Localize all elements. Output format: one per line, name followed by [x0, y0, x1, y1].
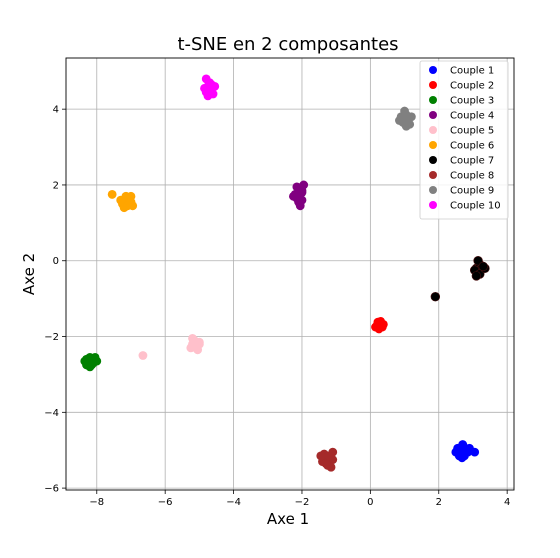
data-point	[395, 116, 404, 125]
legend: Couple 1 Couple 2 Couple 3 Couple 4 Couple 5…	[419, 60, 509, 220]
y-tick-label: 2	[53, 180, 59, 191]
data-point	[471, 271, 482, 281]
data-point	[400, 106, 409, 116]
data-point	[401, 121, 411, 131]
legend-entry-label: Couple 9	[450, 186, 494, 197]
legend-marker	[429, 111, 437, 119]
data-point	[316, 451, 326, 461]
data-point	[205, 89, 215, 99]
legend-marker	[429, 186, 437, 194]
legend-entry-label: Couple 10	[450, 201, 501, 212]
data-point	[138, 351, 148, 360]
y-tick-label: −2	[44, 332, 59, 343]
data-point	[321, 459, 331, 468]
plot-frame	[65, 57, 515, 491]
data-point	[116, 195, 126, 205]
y-tick-label: −4	[44, 408, 59, 419]
legend-box	[419, 60, 509, 220]
x-tick-label: 2	[436, 497, 442, 508]
data-point	[206, 80, 216, 89]
legend-marker	[429, 96, 437, 104]
legend-marker	[429, 156, 437, 164]
y-tick-label: 0	[53, 256, 59, 267]
data-point	[295, 201, 305, 211]
legend-entry-label: Couple 5	[450, 126, 494, 137]
data-point	[461, 443, 470, 453]
legend-marker	[429, 171, 437, 179]
y-tick-label: −6	[44, 484, 59, 495]
y-axis-label: Axe 2	[20, 253, 38, 295]
legend-entry-label: Couple 4	[450, 111, 494, 122]
data-point	[88, 358, 98, 368]
data-point	[107, 190, 117, 199]
chart-title: t-SNE en 2 composantes	[177, 34, 398, 55]
legend-entry-label: Couple 1	[450, 66, 494, 77]
data-point	[292, 182, 302, 192]
data-point	[470, 447, 480, 457]
data-point	[201, 74, 211, 84]
y-tick-label: 4	[53, 105, 59, 116]
legend-marker	[429, 81, 437, 89]
x-axis-label: Axe 1	[267, 510, 309, 528]
legend-entry-label: Couple 8	[450, 171, 494, 182]
data-point	[324, 451, 334, 461]
data-point	[478, 261, 488, 272]
legend-marker	[429, 201, 437, 209]
data-point	[407, 112, 416, 122]
x-tick-label: −4	[226, 497, 241, 508]
legend-entry-label: Couple 3	[450, 96, 494, 107]
data-point	[188, 334, 197, 343]
x-tick-label: −6	[158, 497, 173, 508]
data-point	[289, 191, 298, 201]
legend-marker	[429, 141, 437, 149]
data-point	[119, 203, 129, 213]
data-point	[191, 341, 201, 351]
legend-marker	[429, 126, 437, 134]
data-point	[373, 317, 383, 327]
x-tick-label: −2	[295, 497, 310, 508]
legend-entry-label: Couple 6	[450, 141, 494, 152]
data-point	[126, 191, 136, 201]
data-point	[82, 360, 91, 370]
x-tick-label: 0	[367, 497, 373, 508]
data-point	[451, 447, 461, 457]
x-tick-label: 4	[504, 497, 510, 508]
data-points	[80, 74, 490, 472]
legend-entry-label: Couple 7	[450, 156, 494, 167]
legend-marker	[429, 66, 437, 74]
data-point	[457, 453, 467, 463]
data-point	[200, 83, 209, 93]
data-point	[430, 292, 441, 302]
x-tick-label: −8	[89, 497, 104, 508]
axis-ticks: −8 −6 −4 −2 0 2 4 −6 −4 −2 0 2 4	[44, 105, 510, 508]
legend-entry-label: Couple 2	[450, 81, 494, 92]
